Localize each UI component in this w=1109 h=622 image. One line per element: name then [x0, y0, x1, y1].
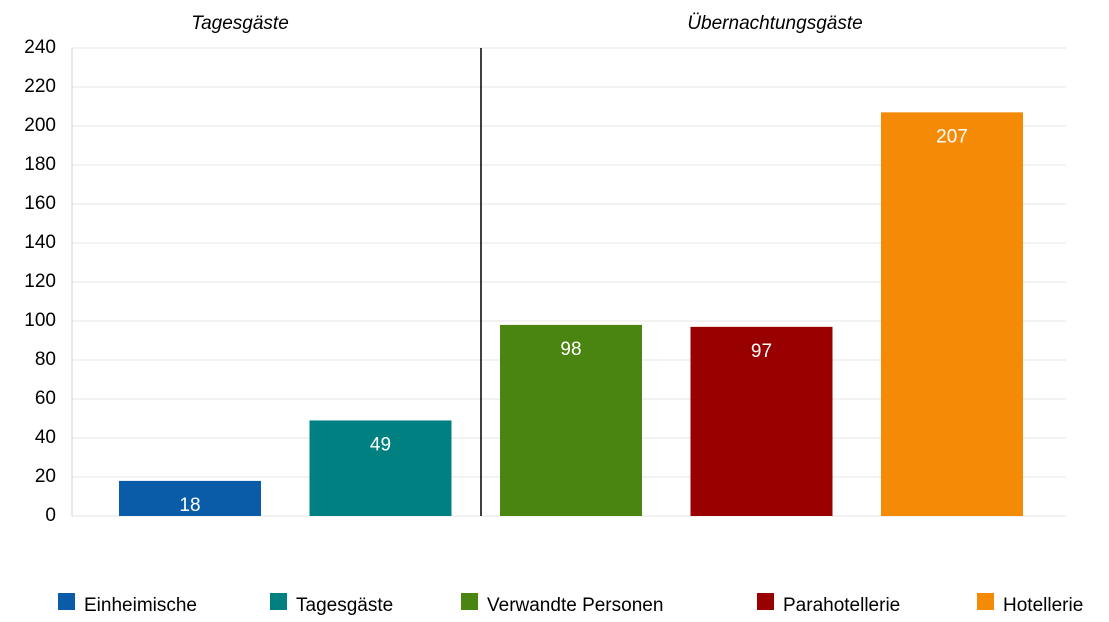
y-tick-label: 80	[35, 349, 56, 370]
value-label: 18	[179, 495, 200, 516]
value-label: 98	[560, 339, 581, 360]
legend-swatch	[461, 593, 478, 610]
y-tick-label: 160	[24, 193, 56, 214]
value-label: 49	[370, 434, 391, 455]
group-label: Übernachtungsgäste	[687, 13, 862, 34]
y-tick-label: 40	[35, 427, 56, 448]
y-tick-label: 200	[24, 115, 56, 136]
y-tick-label: 180	[24, 154, 56, 175]
legend-label: Parahotellerie	[783, 595, 900, 616]
legend-swatch	[757, 593, 774, 610]
bar	[500, 324, 642, 516]
y-tick-label: 220	[24, 76, 56, 97]
legend-swatch	[977, 593, 994, 610]
legend-swatch	[270, 593, 287, 610]
legend-label: Verwandte Personen	[487, 595, 663, 616]
value-label: 97	[751, 341, 772, 362]
y-tick-label: 140	[24, 232, 56, 253]
bar	[881, 112, 1023, 516]
y-tick-label: 240	[24, 37, 56, 58]
bar	[690, 326, 833, 516]
y-tick-label: 20	[35, 466, 56, 487]
legend-swatch	[58, 593, 75, 610]
y-tick-label: 60	[35, 388, 56, 409]
y-tick-label: 0	[45, 505, 56, 526]
bar	[309, 420, 452, 516]
legend-label: Einheimische	[84, 595, 197, 616]
group-label: Tagesgäste	[191, 13, 289, 34]
y-tick-label: 120	[24, 271, 56, 292]
value-label: 207	[936, 126, 968, 147]
bar	[119, 480, 261, 516]
legend-label: Hotellerie	[1003, 595, 1083, 616]
y-tick-label: 100	[24, 310, 56, 331]
legend-label: Tagesgäste	[296, 595, 393, 616]
